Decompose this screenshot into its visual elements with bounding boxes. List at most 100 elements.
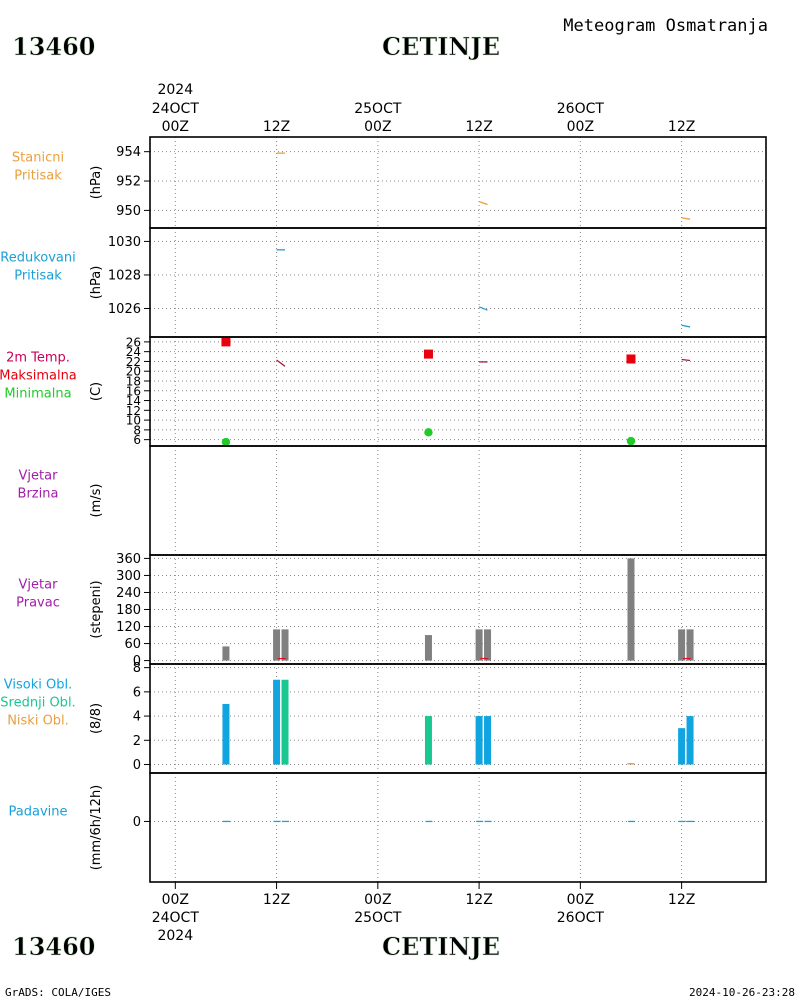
bottom-time-label: 12Z bbox=[668, 892, 695, 908]
bottom-time-label: 24OCT bbox=[152, 910, 200, 926]
cloud-bar bbox=[281, 679, 289, 765]
ylabel-reduced-pressure: (hPa) bbox=[89, 266, 104, 300]
temp-segment bbox=[681, 358, 691, 362]
tmin-marker bbox=[626, 436, 636, 446]
station-id-top: 13460 bbox=[12, 32, 96, 61]
ytick-label-temperature: 14 bbox=[126, 394, 141, 408]
ytick-label-wind-direction: 60 bbox=[124, 637, 141, 652]
station-name-top: CETINJE bbox=[382, 32, 500, 61]
ytick-label-wind-direction: 300 bbox=[116, 569, 141, 584]
cloud-bar bbox=[273, 679, 281, 765]
top-time-label: 12Z bbox=[668, 119, 695, 135]
ytick-label-temperature: 8 bbox=[133, 423, 141, 437]
ytick-label-temperature: 6 bbox=[133, 433, 141, 447]
station-id-bottom: 13460 bbox=[12, 932, 96, 961]
pressure-segment bbox=[478, 306, 488, 311]
panel-frame-wind-speed bbox=[149, 445, 767, 556]
top-time-label: 26OCT bbox=[557, 101, 605, 117]
ytick-label-clouds: 4 bbox=[133, 710, 141, 725]
panel-frame-reduced-pressure bbox=[149, 227, 767, 338]
panel-frame-clouds bbox=[149, 663, 767, 774]
ylabel-station-pressure: (hPa) bbox=[89, 166, 104, 200]
wind-direction-bar bbox=[424, 635, 432, 661]
panel-label-station-pressure: Pritisak bbox=[14, 169, 62, 184]
panel-frame-precipitation bbox=[149, 772, 767, 883]
ytick-label-station-pressure: 950 bbox=[116, 204, 141, 219]
ytick-label-wind-direction: 120 bbox=[116, 620, 141, 635]
cloud-bar bbox=[222, 703, 230, 765]
ytick-label-temperature: 20 bbox=[126, 365, 141, 379]
bottom-time-label: 00Z bbox=[162, 892, 189, 908]
ytick-label-reduced-pressure: 1028 bbox=[108, 268, 141, 283]
wind-direction-bar bbox=[273, 629, 281, 661]
ytick-label-wind-direction: 180 bbox=[116, 603, 141, 618]
panel-label-clouds: Srednji Obl. bbox=[0, 696, 75, 711]
ytick-label-temperature: 24 bbox=[126, 345, 141, 359]
panel-label-reduced-pressure: Pritisak bbox=[14, 269, 62, 284]
ytick-label-station-pressure: 954 bbox=[116, 145, 141, 160]
top-time-label: 25OCT bbox=[354, 101, 402, 117]
ytick-label-wind-direction: 240 bbox=[116, 586, 141, 601]
tmin-marker bbox=[221, 437, 231, 447]
top-time-label: 12Z bbox=[263, 119, 290, 135]
station-name-bottom: CETINJE bbox=[382, 932, 500, 961]
ytick-label-wind-direction: 360 bbox=[116, 552, 141, 567]
ylabel-wind-direction: (stepeni) bbox=[89, 580, 104, 638]
panel-label-temperature: Maksimalna bbox=[0, 369, 77, 384]
ytick-label-precipitation: 0 bbox=[133, 815, 141, 830]
panel-label-wind-direction: Pravac bbox=[16, 596, 60, 611]
ytick-label-temperature: 22 bbox=[126, 355, 141, 369]
bottom-time-label: 12Z bbox=[263, 892, 290, 908]
bottom-time-label: 00Z bbox=[364, 892, 391, 908]
top-year-label: 2024 bbox=[157, 82, 193, 98]
ytick-label-reduced-pressure: 1030 bbox=[108, 235, 141, 250]
panel-label-wind-direction: Vjetar bbox=[19, 578, 59, 593]
cloud-bar bbox=[627, 763, 635, 765]
top-time-label: 24OCT bbox=[152, 101, 200, 117]
cloud-bar bbox=[484, 716, 492, 765]
ytick-label-temperature: 16 bbox=[126, 384, 141, 398]
pressure-segment bbox=[681, 324, 691, 328]
top-time-label: 00Z bbox=[162, 119, 189, 135]
top-time-label: 12Z bbox=[465, 119, 492, 135]
wind-direction-bar bbox=[627, 558, 635, 661]
ylabel-temperature: (C) bbox=[89, 382, 104, 401]
panel-label-temperature: Minimalna bbox=[4, 387, 71, 402]
panel-label-station-pressure: Stanicni bbox=[12, 151, 64, 166]
bottom-time-label: 00Z bbox=[567, 892, 594, 908]
panel-label-wind-speed: Vjetar bbox=[19, 469, 59, 484]
cloud-bar bbox=[424, 716, 432, 765]
bottom-time-label: 12Z bbox=[465, 892, 492, 908]
tmin-marker bbox=[424, 428, 433, 437]
panel-label-clouds: Niski Obl. bbox=[7, 714, 69, 729]
ytick-label-temperature: 26 bbox=[126, 335, 141, 349]
bottom-time-label: 26OCT bbox=[557, 910, 605, 926]
ytick-label-clouds: 8 bbox=[133, 661, 141, 676]
ytick-label-wind-direction: 0 bbox=[133, 654, 141, 669]
cloud-bar bbox=[475, 716, 483, 765]
pressure-segment bbox=[478, 200, 488, 206]
ylabel-precipitation: (mm/6h/12h) bbox=[89, 785, 104, 871]
ytick-label-temperature: 12 bbox=[126, 404, 141, 418]
wind-direction-bar bbox=[484, 629, 492, 661]
ylabel-clouds: (8/8) bbox=[89, 703, 104, 734]
temp-segment bbox=[276, 359, 286, 367]
top-time-label: 00Z bbox=[567, 119, 594, 135]
panel-label-temperature: 2m Temp. bbox=[6, 351, 70, 366]
panel-label-wind-speed: Brzina bbox=[18, 487, 59, 502]
tmax-marker bbox=[221, 337, 231, 347]
ytick-label-clouds: 6 bbox=[133, 685, 141, 700]
footer-credit: GrADS: COLA/IGES bbox=[5, 986, 111, 999]
panel-label-clouds: Visoki Obl. bbox=[4, 678, 72, 693]
bottom-year-label: 2024 bbox=[157, 928, 193, 944]
footer-timestamp: 2024-10-26-23:28 bbox=[689, 986, 795, 999]
ytick-label-temperature: 18 bbox=[126, 374, 141, 388]
pressure-segment bbox=[681, 217, 691, 220]
top-time-label: 00Z bbox=[364, 119, 391, 135]
ylabel-wind-speed: (m/s) bbox=[89, 484, 104, 518]
ytick-label-reduced-pressure: 1026 bbox=[108, 302, 141, 317]
wind-direction-bar bbox=[678, 629, 686, 661]
tmax-marker bbox=[423, 349, 433, 359]
ytick-label-clouds: 2 bbox=[133, 734, 141, 749]
